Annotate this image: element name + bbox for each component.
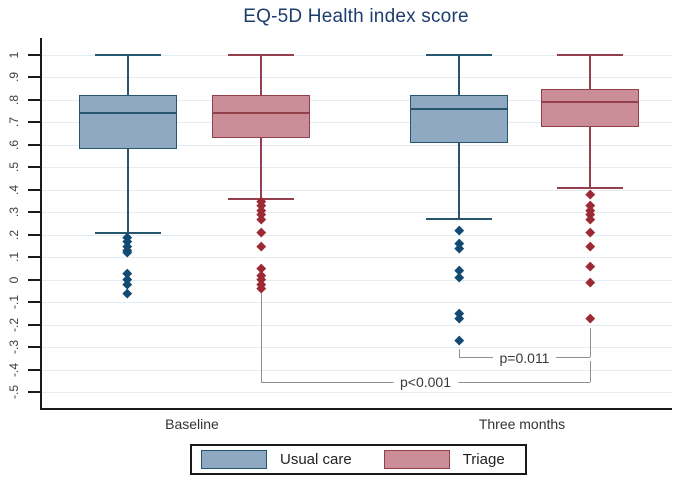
- outlier-point-usual-care-three-months: [454, 225, 464, 235]
- y-axis-tick: [28, 301, 40, 304]
- outlier-point-usual-care-baseline: [122, 288, 133, 298]
- box-usual-care-baseline: [78, 95, 177, 150]
- gridline: [42, 392, 672, 394]
- gridline: [42, 99, 672, 101]
- outlier-point-triage-three-months: [585, 261, 595, 271]
- median-line-usual-care-three-months: [410, 107, 508, 110]
- lower-whisker-cap-triage-three-months: [557, 186, 623, 189]
- legend-label-usual-care: Usual care: [280, 451, 352, 468]
- gridline: [42, 122, 672, 124]
- box-triage-three-months: [541, 88, 639, 127]
- y-axis-tick: [28, 278, 40, 281]
- median-line-usual-care-baseline: [78, 112, 177, 115]
- lower-whisker-usual-care-baseline: [126, 149, 129, 233]
- y-axis-tick: [28, 166, 40, 169]
- gridline: [42, 302, 672, 304]
- upper-whisker-usual-care-three-months: [458, 55, 460, 96]
- y-tick-label: -.5: [7, 385, 21, 400]
- lower-whisker-usual-care-three-months: [458, 142, 460, 220]
- x-category-three-months: Three months: [478, 416, 566, 432]
- upper-whisker-usual-care-baseline: [126, 55, 129, 96]
- median-line-triage-baseline: [212, 112, 310, 115]
- y-axis-tick: [28, 346, 40, 349]
- gridline: [42, 324, 672, 326]
- pvalue-bracket-1-left-hook: [459, 349, 460, 358]
- gridline: [42, 257, 672, 259]
- upper-whisker-triage-three-months: [589, 55, 591, 89]
- lower-whisker-triage-baseline: [260, 138, 262, 199]
- upper-whisker-triage-baseline: [260, 55, 262, 96]
- legend-label-triage: Triage: [462, 451, 505, 468]
- outlier-point-triage-baseline: [256, 241, 266, 251]
- pvalue-bracket-1-right-hook: [590, 328, 591, 358]
- gridline: [42, 212, 672, 214]
- pvalue-bracket-0-right-hook: [590, 360, 591, 382]
- pvalue-label-1: p=0.011: [492, 349, 557, 366]
- legend-swatch-usual-care: [201, 450, 267, 469]
- pvalue-label-0: p<0.001: [393, 374, 458, 391]
- y-axis-tick: [28, 323, 40, 326]
- y-axis-tick: [28, 188, 40, 191]
- gridline: [42, 279, 672, 281]
- lower-whisker-triage-three-months: [589, 126, 591, 188]
- y-axis-tick: [28, 211, 40, 214]
- box-triage-baseline: [212, 95, 310, 139]
- y-axis-tick: [28, 54, 40, 56]
- gridline: [42, 234, 672, 236]
- legend-swatch-triage: [383, 450, 450, 469]
- gridline: [42, 55, 672, 56]
- x-category-baseline: Baseline: [165, 416, 219, 432]
- outlier-point-usual-care-baseline: [122, 279, 133, 289]
- gridline: [42, 189, 672, 191]
- upper-whisker-cap-usual-care-baseline: [94, 54, 161, 56]
- y-axis-tick: [28, 233, 40, 236]
- y-axis-tick: [28, 368, 40, 371]
- outlier-point-usual-care-three-months: [454, 335, 464, 345]
- gridline: [42, 369, 672, 371]
- legend: Usual care Triage: [190, 444, 527, 475]
- gridline: [42, 144, 672, 146]
- gridline: [42, 347, 672, 349]
- outlier-point-triage-three-months: [585, 241, 595, 251]
- pvalue-bracket-0-left-hook: [261, 293, 262, 382]
- y-axis-tick: [28, 121, 40, 124]
- box-usual-care-three-months: [410, 95, 508, 143]
- gridline: [42, 77, 672, 79]
- y-axis-tick: [28, 98, 40, 101]
- y-axis-tick: [28, 256, 40, 259]
- outlier-point-triage-three-months: [585, 313, 595, 323]
- upper-whisker-cap-triage-baseline: [228, 54, 294, 56]
- chart-title: EQ-5D Health index score: [243, 6, 469, 27]
- median-line-triage-three-months: [541, 101, 639, 104]
- upper-whisker-cap-usual-care-three-months: [426, 54, 492, 56]
- outlier-point-triage-three-months: [585, 189, 595, 199]
- y-axis-tick: [28, 143, 40, 146]
- gridline: [42, 167, 672, 169]
- y-axis-tick: [28, 76, 40, 79]
- plot-area: p<0.001 p=0.011: [40, 38, 672, 410]
- y-axis-tick: [28, 391, 40, 394]
- lower-whisker-cap-usual-care-three-months: [426, 218, 492, 221]
- upper-whisker-cap-triage-three-months: [557, 54, 623, 56]
